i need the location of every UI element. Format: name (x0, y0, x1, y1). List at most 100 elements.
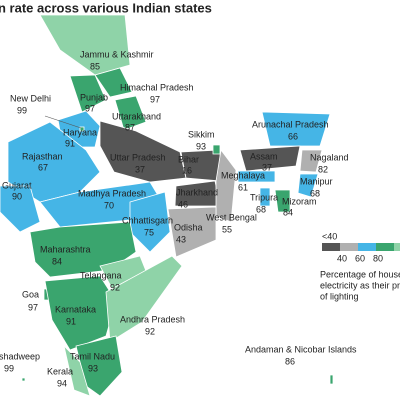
state-value: 92 (110, 282, 120, 292)
state-region (239, 145, 301, 172)
legend-swatch (376, 243, 394, 251)
state-value: 55 (222, 224, 232, 234)
state-region (94, 67, 133, 98)
state-value: 94 (57, 378, 67, 388)
state-name: Andaman & Nicobar Islands (245, 344, 357, 354)
state-name: Jammu & Kashmir (80, 49, 154, 59)
state-value: 99 (17, 105, 27, 115)
state-value: 97 (85, 103, 95, 113)
state-name: Tamil Nadu (70, 351, 115, 361)
title: n rate across various Indian states (0, 0, 212, 15)
state-region (114, 95, 147, 131)
state-region (167, 206, 217, 258)
legend-swatch (340, 243, 358, 251)
state-name: Goa (22, 289, 39, 299)
state-name: Manipur (300, 176, 333, 186)
state-name: Mizoram (282, 196, 317, 206)
legend-label: 40 (337, 253, 347, 263)
state-region (105, 255, 183, 343)
state-name: West Bengal (206, 212, 257, 222)
state-name: New Delhi (10, 93, 51, 103)
legend-caption: Percentage of house (320, 269, 400, 279)
state-region (212, 144, 221, 155)
state-name: Gujarat (2, 180, 32, 190)
state-value: 82 (318, 164, 328, 174)
legend-label: 60 (355, 253, 365, 263)
legend-label: <40 (322, 231, 337, 241)
state-value: 37 (262, 162, 272, 172)
state-value: 99 (4, 363, 14, 373)
state-name: Nagaland (310, 152, 349, 162)
leader-line (44, 115, 82, 129)
state-name: Himachal Pradesh (120, 82, 194, 92)
legend-label: 80 (373, 253, 383, 263)
state-region (39, 14, 131, 76)
state-region (259, 187, 271, 207)
state-name: Assam (250, 151, 278, 161)
state-value: 46 (178, 199, 188, 209)
state-name: Sikkim (188, 129, 215, 139)
state-value: 68 (256, 204, 266, 214)
state-region (21, 377, 26, 382)
state-value: 97 (28, 302, 38, 312)
state-value: 84 (52, 256, 62, 266)
state-name: Uttar Pradesh (110, 152, 166, 162)
state-region (0, 185, 41, 233)
legend-swatch (322, 243, 340, 251)
state-value: 68 (310, 188, 320, 198)
state-name: Meghalaya (221, 170, 265, 180)
state-region (237, 170, 276, 183)
state-name: Odisha (174, 222, 203, 232)
legend-caption: of lighting (320, 291, 359, 301)
state-value: 66 (288, 131, 298, 141)
state-value: 61 (238, 182, 248, 192)
state-name: Punjab (80, 92, 108, 102)
state-name: Chhattisgarh (122, 215, 173, 225)
state-name: Jharkhand (176, 187, 218, 197)
state-name: Karnataka (55, 304, 96, 314)
state-name: Maharashtra (40, 244, 91, 254)
state-region (329, 374, 334, 385)
state-name: Tripura (250, 192, 278, 202)
state-region (261, 111, 331, 147)
state-name: Rajasthan (22, 151, 63, 161)
state-region (63, 344, 91, 397)
state-name: Haryana (63, 127, 97, 137)
state-name: Madhya Pradesh (78, 188, 146, 198)
state-name: Andhra Pradesh (120, 314, 185, 324)
state-region (44, 275, 117, 351)
legend-swatch (358, 243, 376, 251)
state-value: 97 (150, 94, 160, 104)
state-region (299, 149, 323, 173)
state-name: Arunachal Pradesh (252, 119, 329, 129)
state-name: Kerala (47, 366, 73, 376)
state-name: Uttarakhand (112, 111, 161, 121)
state-value: 91 (66, 316, 76, 326)
state-value: 37 (135, 164, 145, 174)
state-value: 43 (176, 234, 186, 244)
state-value: 86 (285, 356, 295, 366)
state-value: 75 (144, 227, 154, 237)
state-value: 92 (145, 326, 155, 336)
state-name: Bihar (178, 154, 199, 164)
state-value: 93 (88, 363, 98, 373)
state-value: 91 (65, 138, 75, 148)
state-value: 67 (38, 162, 48, 172)
state-value: 84 (283, 207, 293, 217)
state-region (274, 189, 291, 213)
state-region (7, 121, 101, 203)
state-name: Telangana (80, 270, 122, 280)
state-value: 93 (196, 141, 206, 151)
state-value: 70 (104, 200, 114, 210)
state-region (215, 149, 237, 223)
state-region (69, 74, 107, 113)
state-value: 90 (12, 191, 22, 201)
state-region (297, 173, 319, 198)
state-region (99, 120, 187, 183)
state-value: 85 (90, 61, 100, 71)
legend-swatch (394, 243, 400, 251)
legend-caption: electricity as their pr (320, 280, 400, 290)
state-value: 87 (125, 122, 135, 132)
